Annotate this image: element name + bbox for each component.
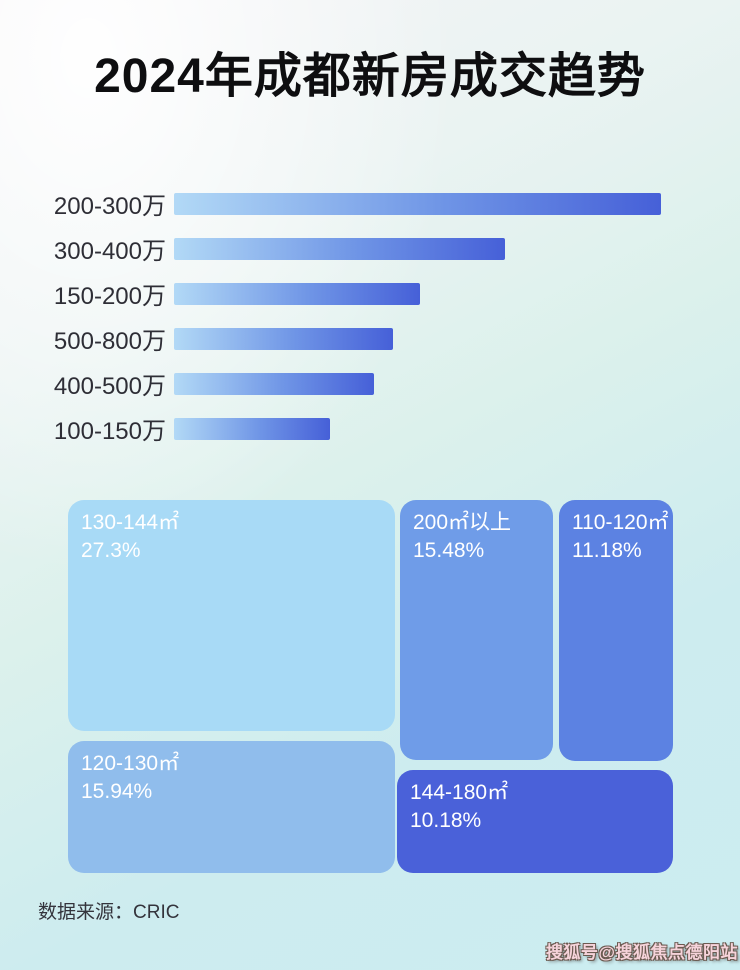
treemap-block-value: 10.18% [410,808,482,832]
treemap-block-label: 130-144㎡ [81,511,180,534]
bar-fill [174,372,374,395]
treemap-block-value: 15.94% [81,779,153,803]
bar-category-label: 500-800万 [53,328,166,355]
treemap-block: 144-180㎡ 10.18% [397,770,673,873]
bar-category-label: 200-300万 [53,193,166,220]
bar-track [174,372,661,395]
bar-category-label: 150-200万 [53,283,166,310]
bar-category-label: 300-400万 [53,238,166,265]
price-range-bar-chart: 200-300万 300-400万 150-200万 500-800万 400-500万… [0,181,740,451]
watermark-label: 搜狐号@搜狐焦点德阳站 [545,943,738,962]
bar-row: 400-500万 [0,361,740,406]
bar-track [174,237,661,260]
bar-track [174,327,661,350]
treemap-block-label: 110-120㎡ [572,511,669,534]
treemap-block-label: 200㎡以上 [413,511,512,534]
treemap-block: 120-130㎡ 15.94% [68,741,395,873]
bar-row: 300-400万 [0,226,740,271]
bar-fill [174,282,420,305]
page-title: 2024年成都新房成交趋势 [94,50,646,103]
bar-fill [174,327,394,350]
treemap-block-label: 120-130㎡ [81,752,180,775]
bar-row: 100-150万 [0,406,740,451]
bar-category-label: 100-150万 [53,418,166,445]
bar-row: 150-200万 [0,271,740,316]
treemap-block-value: 27.3% [81,538,141,562]
bar-track [174,417,661,440]
bar-fill [174,192,661,215]
bar-track [174,282,661,305]
area-size-treemap: 130-144㎡ 27.3% 200㎡以上 15.48% 110-120㎡ 11.18% 1… [65,497,675,876]
bar-fill [174,417,330,440]
treemap-block-label: 144-180㎡ [410,781,509,804]
bar-fill [174,237,506,260]
bar-category-label: 400-500万 [53,373,166,400]
data-source-label: 数据来源：CRIC [38,902,180,923]
treemap-block: 130-144㎡ 27.3% [68,500,395,731]
bar-row: 200-300万 [0,181,740,226]
treemap-block-value: 11.18% [572,538,642,562]
bar-track [174,192,661,215]
bar-row: 500-800万 [0,316,740,361]
treemap-block: 200㎡以上 15.48% [400,500,553,760]
treemap-block-value: 15.48% [413,538,485,562]
treemap-block: 110-120㎡ 11.18% [559,500,673,761]
